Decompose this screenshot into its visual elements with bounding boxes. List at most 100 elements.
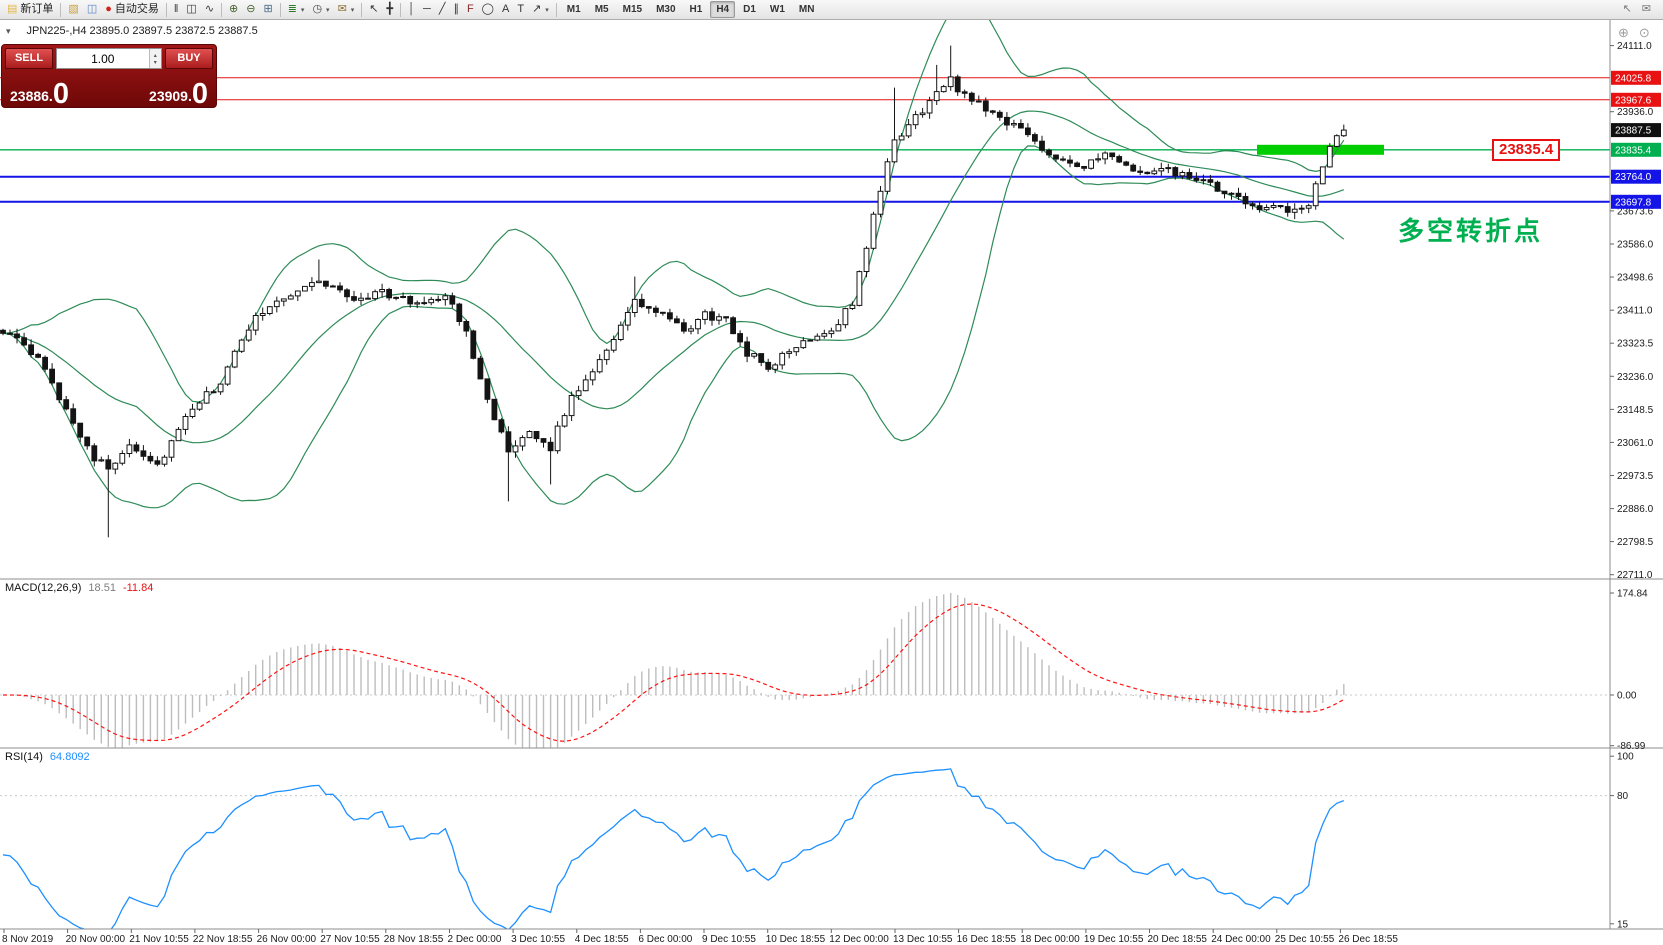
horizontal-line-button[interactable]: ─: [419, 1, 435, 19]
profiles-button[interactable]: ◫: [83, 1, 101, 19]
crosshair-button[interactable]: ╋: [383, 1, 398, 19]
timeframe-m15[interactable]: M15: [622, 4, 643, 15]
svg-text:2 Dec 00:00: 2 Dec 00:00: [448, 934, 502, 945]
svg-text:28 Nov 18:55: 28 Nov 18:55: [384, 934, 444, 945]
arrows-icon: ↗: [532, 3, 542, 15]
timeframe-m5[interactable]: M5: [594, 4, 609, 15]
cursor-button[interactable]: ↖: [365, 1, 382, 19]
bar-chart-button[interactable]: ‖: [170, 1, 183, 19]
line-chart-button[interactable]: ∿: [201, 1, 218, 19]
svg-text:24 Dec 00:00: 24 Dec 00:00: [1211, 934, 1271, 945]
text-icon: A: [501, 3, 510, 15]
trendline-button[interactable]: ╱: [435, 1, 450, 19]
svg-text:21 Nov 10:55: 21 Nov 10:55: [129, 934, 189, 945]
timeframe-h4[interactable]: H4: [710, 1, 736, 18]
pointer-icon: ↖: [1622, 3, 1632, 15]
svg-text:22 Nov 18:55: 22 Nov 18:55: [193, 934, 253, 945]
tile-windows-button[interactable]: ⊞: [259, 1, 276, 19]
chart-mini-icons: ⊕ ⊙: [1618, 25, 1650, 41]
timeframe-m1[interactable]: M1: [566, 4, 581, 15]
autotrading-button[interactable]: ● 自动交易: [101, 1, 163, 19]
svg-text:18 Dec 00:00: 18 Dec 00:00: [1020, 934, 1080, 945]
sell-price[interactable]: 23886. 0: [10, 78, 69, 111]
tile-windows-icon: ⊞: [263, 3, 273, 15]
cursor-icon: ↖: [369, 3, 379, 15]
buy-price-large: 0: [191, 78, 208, 111]
svg-text:22973.5: 22973.5: [1617, 471, 1654, 482]
symbol-info-row: ▾ JPN225-,H4 23895.0 23897.5 23872.5 238…: [6, 25, 258, 37]
volume-down-icon[interactable]: ▾: [153, 59, 157, 66]
candlestick-chart-button[interactable]: ◫: [182, 1, 200, 19]
new-order-button[interactable]: ▤ 新订单: [3, 1, 57, 19]
magnifier-icon[interactable]: ⊙: [1638, 25, 1650, 40]
toolbar-separator: [165, 2, 167, 17]
timeframe-mn[interactable]: MN: [798, 4, 815, 15]
svg-text:16 Dec 18:55: 16 Dec 18:55: [957, 934, 1017, 945]
svg-text:0.00: 0.00: [1617, 691, 1637, 702]
periods-caret-icon: ▾: [326, 6, 330, 14]
zoom-out-button[interactable]: ⊖: [242, 1, 259, 19]
volume-up-icon[interactable]: ▴: [153, 52, 157, 59]
volume-input[interactable]: [57, 49, 149, 68]
label-button[interactable]: T: [513, 1, 528, 19]
templates-button[interactable]: ✉ ▾: [334, 1, 359, 19]
periods-button[interactable]: ◷ ▾: [308, 1, 333, 19]
timeframe-w1[interactable]: W1: [769, 4, 785, 15]
trendline-icon: ╱: [438, 3, 446, 15]
svg-text:4 Dec 18:55: 4 Dec 18:55: [575, 934, 629, 945]
toolbar-separator: [279, 2, 281, 17]
buy-price[interactable]: 23909. 0: [149, 78, 208, 111]
chart-annotation[interactable]: 多空转折点: [1398, 216, 1544, 246]
rsi-name: RSI(14): [5, 751, 43, 763]
one-click-collapse-icon[interactable]: ▾: [6, 25, 11, 36]
indicators-button[interactable]: ≣ ▾: [284, 1, 309, 19]
svg-text:22711.0: 22711.0: [1617, 570, 1653, 581]
vertical-line-button[interactable]: │: [404, 1, 419, 19]
fibonacci-button[interactable]: F: [463, 1, 478, 19]
new-chart-button[interactable]: ▧: [64, 1, 82, 19]
price-callout[interactable]: 23835.4: [1492, 139, 1561, 161]
pointer-icon[interactable]: ↖: [1619, 1, 1636, 19]
shapes-button[interactable]: ◯: [478, 1, 498, 19]
macd-signal-value: -11.84: [122, 582, 154, 594]
chat-icon: ✉: [1641, 3, 1651, 15]
timeframe-d1[interactable]: D1: [743, 4, 756, 15]
trade-panel-prices: 23886. 0 23909. 0: [2, 69, 216, 111]
text-button[interactable]: A: [498, 1, 513, 19]
timeframe-h1[interactable]: H1: [689, 4, 703, 15]
svg-text:23697.8: 23697.8: [1615, 197, 1652, 208]
svg-text:23323.5: 23323.5: [1617, 339, 1654, 350]
svg-text:23887.5: 23887.5: [1615, 126, 1652, 137]
volume-spinner[interactable]: ▴ ▾: [148, 49, 161, 68]
toolbar-right-items: ↖ ✉: [1619, 1, 1660, 19]
sell-button[interactable]: SELL: [5, 48, 53, 69]
sell-price-large: 0: [52, 78, 69, 111]
arrows-button[interactable]: ↗ ▾: [528, 1, 553, 19]
svg-text:26 Nov 00:00: 26 Nov 00:00: [257, 934, 317, 945]
svg-text:9 Dec 10:55: 9 Dec 10:55: [702, 934, 756, 945]
svg-text:26 Dec 18:55: 26 Dec 18:55: [1338, 934, 1398, 945]
channel-button[interactable]: ∥: [449, 1, 463, 19]
magnifier-plus-icon[interactable]: ⊕: [1618, 25, 1629, 40]
toolbar-separator: [221, 2, 223, 17]
timeframe-m30[interactable]: M30: [656, 4, 676, 15]
bar-chart-icon: ‖: [173, 3, 179, 15]
svg-text:23936.0: 23936.0: [1617, 107, 1654, 118]
toolbar-separator: [60, 2, 62, 17]
volume-field: ▴ ▾: [56, 48, 162, 69]
svg-text:3 Dec 10:55: 3 Dec 10:55: [511, 934, 565, 945]
new-order-icon: ▤: [7, 3, 18, 15]
svg-text:23411.0: 23411.0: [1617, 306, 1653, 317]
chat-icon[interactable]: ✉: [1638, 1, 1655, 19]
svg-text:23764.0: 23764.0: [1615, 172, 1652, 183]
zoom-in-button[interactable]: ⊕: [225, 1, 242, 19]
symbol-info: JPN225-,H4 23895.0 23897.5 23872.5 23887…: [26, 25, 258, 37]
buy-button[interactable]: BUY: [165, 48, 213, 69]
svg-text:20 Dec 18:55: 20 Dec 18:55: [1148, 934, 1208, 945]
periods-icon: ◷: [312, 3, 323, 15]
profiles-icon: ◫: [86, 3, 98, 15]
arrows-caret-icon: ▾: [545, 6, 549, 14]
toolbar-items: ▤ 新订单 ▧ ◫ ● 自动交易 ‖ ◫ ∿ ⊕ ⊖ ⊞ ≣ ▾ ◷ ▾ ✉ ▾ ↖ ╋ │ ─ ╱ ∥ F ◯ A T ↗ ▾ M1 M5 M…: [3, 0, 821, 19]
